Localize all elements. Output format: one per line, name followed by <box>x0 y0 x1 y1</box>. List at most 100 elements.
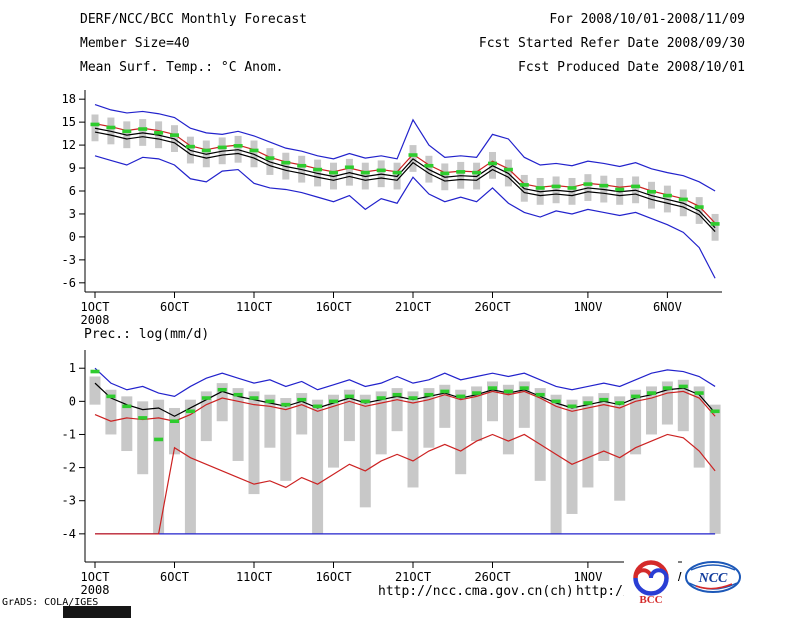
series-ensemble-max <box>94 367 716 398</box>
bcc-logo-blue-swirl <box>649 568 669 579</box>
ensemble-spread <box>105 389 117 435</box>
marker-ensemble-median <box>281 160 291 165</box>
ensemble-spread <box>534 388 546 481</box>
ensemble-spread <box>550 394 562 534</box>
ensemble-spread <box>582 396 594 488</box>
x-tick-label: 21OCT <box>395 300 431 314</box>
marker-ensemble-median <box>615 187 625 192</box>
x-tick-label: 11OCT <box>236 570 272 584</box>
refer-date-label: Fcst Started Refer Date 2008/09/30 <box>478 36 745 51</box>
marker-ensemble-median <box>599 397 609 402</box>
ensemble-spread <box>359 394 371 508</box>
ensemble-spread <box>598 393 610 461</box>
marker-ensemble-median <box>694 391 704 395</box>
marker-ensemble-median <box>313 404 323 409</box>
forecast-range-label: For 2008/10/01-2008/11/09 <box>549 12 745 27</box>
marker-ensemble-median <box>567 186 577 190</box>
marker-ensemble-median <box>217 387 227 392</box>
ncc-logo: NCC <box>682 556 744 604</box>
marker-ensemble-median <box>233 392 243 397</box>
ensemble-spread <box>502 384 514 455</box>
y-tick-label: 0 <box>69 394 76 408</box>
marker-ensemble-median <box>710 409 720 414</box>
y-tick-label: 15 <box>62 115 76 129</box>
x-tick-label: 1OCT <box>81 300 110 314</box>
series-ensemble-max <box>94 103 716 192</box>
marker-ensemble-median <box>408 396 418 400</box>
y-tick-label: 12 <box>62 138 76 152</box>
ensemble-spread <box>137 401 149 475</box>
marker-ensemble-median <box>265 399 275 404</box>
y-tick-label: 3 <box>69 207 76 221</box>
marker-ensemble-median <box>249 148 259 153</box>
ensemble-spread <box>343 389 355 442</box>
series-ensemble-min <box>94 155 716 279</box>
marker-ensemble-median <box>710 222 720 226</box>
marker-ensemble-median <box>583 182 593 186</box>
y-tick-label: 6 <box>69 184 76 198</box>
marker-ensemble-median <box>90 369 100 374</box>
member-size-label: Member Size=40 <box>80 36 190 51</box>
ensemble-spread <box>375 391 387 455</box>
x-tick-label: 26OCT <box>474 570 510 584</box>
ensemble-spread <box>487 381 498 422</box>
ensemble-spread <box>693 386 705 468</box>
series-control-run <box>94 390 716 422</box>
marker-ensemble-median <box>281 402 291 407</box>
marker-ensemble-median <box>106 394 116 399</box>
marker-ensemble-median <box>392 392 402 397</box>
y-tick-label: -3 <box>62 253 76 267</box>
ensemble-spread <box>661 381 673 425</box>
x-tick-label: 1NOV <box>573 570 602 584</box>
y-tick-label: -2 <box>62 461 76 475</box>
marker-ensemble-median <box>567 404 577 409</box>
ncc-url: http://ncc.cma.gov.cn(ch) <box>378 584 574 599</box>
marker-ensemble-median <box>392 170 402 175</box>
marker-ensemble-median <box>90 122 100 127</box>
marker-ensemble-median <box>376 396 386 400</box>
marker-ensemble-median <box>694 205 704 209</box>
ensemble-spread <box>280 398 292 481</box>
marker-ensemble-median <box>170 133 179 137</box>
y-tick-label: -6 <box>62 276 76 290</box>
marker-ensemble-median <box>535 392 545 397</box>
marker-ensemble-median <box>122 404 132 409</box>
screen-artifact-box <box>63 606 131 618</box>
series-member-min <box>95 433 716 535</box>
marker-ensemble-median <box>440 171 450 176</box>
y-tick-label: 1 <box>69 361 76 375</box>
marker-ensemble-median <box>217 145 227 150</box>
ensemble-spread <box>184 399 196 534</box>
marker-ensemble-median <box>488 161 497 166</box>
marker-ensemble-median <box>360 170 370 175</box>
x-tick-label: 21OCT <box>395 570 431 584</box>
marker-ensemble-median <box>376 168 386 173</box>
marker-ensemble-median <box>297 397 307 402</box>
marker-ensemble-median <box>344 394 354 399</box>
y-tick-label: -1 <box>62 427 76 441</box>
ensemble-spread <box>248 391 260 495</box>
marker-ensemble-median <box>424 392 434 397</box>
marker-ensemble-median <box>456 170 466 174</box>
marker-ensemble-median <box>615 401 625 405</box>
ensemble-spread <box>153 399 165 534</box>
y-tick-label: 0 <box>69 230 76 244</box>
ensemble-spread <box>312 399 324 534</box>
marker-ensemble-median <box>472 391 482 395</box>
marker-ensemble-median <box>551 399 561 404</box>
ensemble-spread <box>439 384 451 428</box>
marker-ensemble-median <box>678 197 688 202</box>
ncc-logo-red-swoosh <box>695 583 733 590</box>
x-tick-label: 6NOV <box>653 300 682 314</box>
ncc-logo-background <box>682 556 744 604</box>
page-title: DERF/NCC/BCC Monthly Forecast <box>80 12 307 27</box>
ensemble-spread <box>200 391 212 442</box>
marker-ensemble-median <box>185 144 195 149</box>
marker-ensemble-median <box>551 184 561 189</box>
x-tick-label: 6OCT <box>160 300 189 314</box>
marker-ensemble-median <box>662 193 672 198</box>
series-ensemble-mean-2 <box>94 131 716 232</box>
bcc-logo-label: BCC <box>639 594 662 606</box>
marker-ensemble-median <box>170 419 179 424</box>
